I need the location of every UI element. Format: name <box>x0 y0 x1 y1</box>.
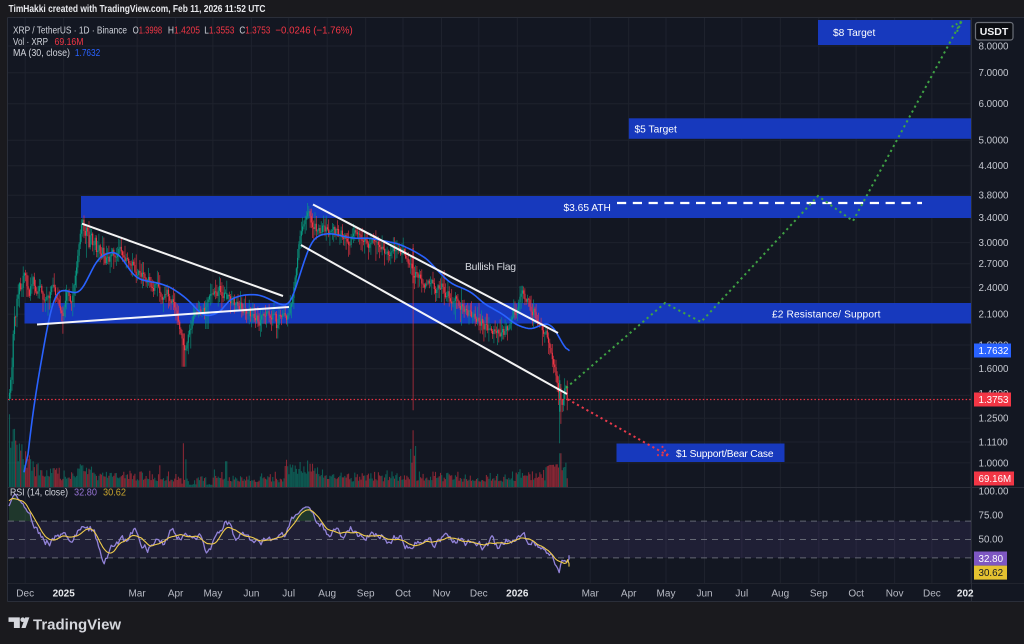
svg-text:XRP / TetherUS · 1D · Binance: XRP / TetherUS · 1D · Binance <box>13 26 127 37</box>
svg-text:1.7632: 1.7632 <box>75 48 101 59</box>
svg-text:Mar: Mar <box>128 589 146 600</box>
svg-text:69.16M: 69.16M <box>55 37 84 48</box>
svg-text:−0.0246 (−1.76%): −0.0246 (−1.76%) <box>275 26 352 37</box>
svg-text:Aug: Aug <box>771 589 789 600</box>
svg-text:RSI (14, close): RSI (14, close) <box>10 487 68 498</box>
svg-text:Dec: Dec <box>923 589 941 600</box>
svg-text:2.4000: 2.4000 <box>979 283 1010 294</box>
svg-text:Jul: Jul <box>282 589 295 600</box>
svg-text:5.0000: 5.0000 <box>979 136 1010 147</box>
svg-text:H1.4205: H1.4205 <box>168 26 200 37</box>
svg-text:£2 Resistance/ Support: £2 Resistance/ Support <box>772 309 881 320</box>
svg-text:Dec: Dec <box>16 589 34 600</box>
svg-text:Apr: Apr <box>621 589 637 600</box>
svg-text:TimHakki created with TradingV: TimHakki created with TradingView.com, F… <box>9 3 266 15</box>
svg-text:32.80: 32.80 <box>979 554 1004 565</box>
svg-text:50.00: 50.00 <box>979 534 1004 545</box>
svg-text:1.3753: 1.3753 <box>979 395 1010 406</box>
svg-text:TradingView: TradingView <box>33 617 121 634</box>
svg-text:$1 Support/Bear Case: $1 Support/Bear Case <box>676 449 774 460</box>
svg-text:100.00: 100.00 <box>979 486 1010 497</box>
svg-text:MA (30, close): MA (30, close) <box>13 48 70 59</box>
svg-text:7.0000: 7.0000 <box>979 68 1010 79</box>
svg-text:4.4000: 4.4000 <box>979 161 1010 172</box>
svg-text:1.1100: 1.1100 <box>979 437 1009 448</box>
svg-text:Jul: Jul <box>735 589 748 600</box>
svg-text:3.0000: 3.0000 <box>979 238 1010 249</box>
svg-text:2025: 2025 <box>53 589 76 600</box>
svg-text:6.0000: 6.0000 <box>979 99 1010 110</box>
svg-text:Mar: Mar <box>582 589 600 600</box>
svg-text:30.62: 30.62 <box>979 568 1004 579</box>
svg-text:3.8000: 3.8000 <box>979 191 1010 202</box>
svg-text:Vol · XRP: Vol · XRP <box>13 37 48 48</box>
svg-text:1.2500: 1.2500 <box>979 414 1010 425</box>
svg-text:Dec: Dec <box>470 589 488 600</box>
svg-text:O1.3998: O1.3998 <box>133 26 162 37</box>
svg-text:Oct: Oct <box>848 589 864 600</box>
svg-text:Oct: Oct <box>395 589 411 600</box>
svg-text:8.0000: 8.0000 <box>979 41 1010 52</box>
svg-text:202: 202 <box>957 589 974 600</box>
svg-text:Sep: Sep <box>810 589 828 600</box>
svg-text:Jun: Jun <box>696 589 712 600</box>
svg-text:2.1000: 2.1000 <box>979 310 1010 321</box>
svg-text:32.80: 32.80 <box>74 487 97 498</box>
svg-text:2.7000: 2.7000 <box>979 259 1010 270</box>
svg-text:69.16M: 69.16M <box>979 474 1012 485</box>
svg-text:Jun: Jun <box>243 589 259 600</box>
svg-text:30.62: 30.62 <box>103 487 126 498</box>
svg-text:May: May <box>203 589 222 600</box>
svg-text:1.0000: 1.0000 <box>979 458 1010 469</box>
svg-text:3.4000: 3.4000 <box>979 213 1010 224</box>
svg-text:Nov: Nov <box>433 589 451 600</box>
svg-text:$8 Target: $8 Target <box>833 28 875 39</box>
svg-text:1.6000: 1.6000 <box>979 364 1010 375</box>
svg-text:75.00: 75.00 <box>979 510 1004 521</box>
svg-text:L1.3553: L1.3553 <box>204 26 234 37</box>
svg-text:C1.3753: C1.3753 <box>239 26 270 37</box>
svg-text:$3.65 ATH: $3.65 ATH <box>564 203 611 214</box>
svg-text:Sep: Sep <box>357 589 375 600</box>
svg-text:Apr: Apr <box>168 589 184 600</box>
svg-text:Aug: Aug <box>318 589 336 600</box>
svg-text:2026: 2026 <box>506 589 529 600</box>
svg-text:USDT: USDT <box>980 26 1009 38</box>
svg-text:Bullish Flag: Bullish Flag <box>465 262 516 273</box>
svg-text:$5 Target: $5 Target <box>635 124 677 135</box>
svg-text:1.7632: 1.7632 <box>979 346 1009 357</box>
svg-text:May: May <box>657 589 676 600</box>
svg-text:Nov: Nov <box>886 589 904 600</box>
